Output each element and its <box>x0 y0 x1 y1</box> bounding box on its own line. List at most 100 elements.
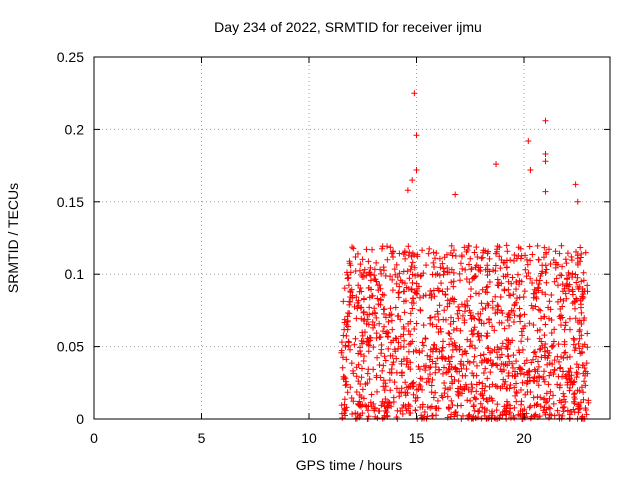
data-point <box>492 262 499 269</box>
data-point <box>568 253 575 260</box>
data-point <box>393 355 400 362</box>
data-point <box>485 415 492 422</box>
data-point <box>533 277 540 284</box>
data-point <box>390 254 397 261</box>
data-point <box>568 408 575 415</box>
data-point <box>357 261 364 268</box>
data-point <box>477 400 484 407</box>
data-point <box>514 271 521 278</box>
data-point <box>476 337 483 344</box>
data-point <box>470 326 477 333</box>
data-point <box>439 260 446 267</box>
data-point <box>536 335 543 342</box>
data-point <box>543 406 550 413</box>
data-point <box>486 255 493 262</box>
data-point <box>510 352 517 359</box>
data-point <box>550 400 557 407</box>
data-point <box>510 291 517 298</box>
data-point <box>508 280 515 287</box>
data-point <box>361 329 368 336</box>
data-point <box>369 292 376 299</box>
data-point <box>506 322 513 329</box>
data-point <box>342 343 349 350</box>
data-point <box>344 318 351 325</box>
data-point <box>543 250 550 257</box>
data-point <box>367 277 374 284</box>
data-point <box>388 311 395 318</box>
data-point <box>466 261 473 268</box>
data-point <box>385 345 392 352</box>
data-point <box>370 324 377 331</box>
data-point <box>342 382 349 389</box>
data-point <box>511 312 518 319</box>
data-point <box>476 379 483 386</box>
data-point <box>497 354 504 361</box>
data-point <box>345 282 352 289</box>
data-point <box>394 274 401 281</box>
data-point <box>428 382 435 389</box>
data-point <box>551 367 558 374</box>
data-point <box>573 374 580 381</box>
data-point <box>454 402 461 409</box>
data-point <box>564 250 571 257</box>
data-point <box>360 308 367 315</box>
data-point <box>356 267 363 274</box>
data-point <box>436 348 443 355</box>
data-point <box>377 266 384 273</box>
data-point <box>442 291 449 298</box>
data-point <box>574 387 581 394</box>
data-point <box>341 319 348 326</box>
data-point <box>555 341 562 348</box>
data-point <box>399 411 406 418</box>
data-point <box>572 315 579 322</box>
data-point <box>422 367 429 374</box>
data-point <box>348 286 355 293</box>
data-point <box>477 352 484 359</box>
data-point <box>530 294 537 301</box>
data-point <box>519 407 526 414</box>
data-point <box>440 364 447 371</box>
data-point <box>462 303 469 310</box>
data-point <box>475 408 482 415</box>
data-point <box>517 245 524 252</box>
data-point <box>516 349 523 356</box>
data-point <box>455 378 462 385</box>
data-point <box>384 333 391 340</box>
data-point <box>556 250 563 257</box>
data-point <box>382 314 389 321</box>
data-point <box>417 383 424 390</box>
data-point <box>478 359 485 366</box>
data-point <box>376 320 383 327</box>
data-point <box>407 331 414 338</box>
data-point <box>486 317 493 324</box>
data-point <box>542 158 549 165</box>
data-point <box>354 299 361 306</box>
data-point <box>522 252 529 259</box>
data-point <box>363 272 370 279</box>
data-point <box>528 359 535 366</box>
data-point <box>517 365 524 372</box>
data-point <box>518 278 525 285</box>
data-point <box>535 382 542 389</box>
data-point <box>342 407 349 414</box>
data-point <box>427 364 434 371</box>
data-point <box>557 305 564 312</box>
data-point <box>471 324 478 331</box>
data-point <box>465 415 472 422</box>
data-point <box>342 375 349 382</box>
data-point <box>407 266 414 273</box>
data-point <box>547 405 554 412</box>
data-point <box>566 315 573 322</box>
data-point <box>503 411 510 418</box>
data-point <box>385 318 392 325</box>
data-point <box>450 298 457 305</box>
data-point <box>455 389 462 396</box>
data-point <box>448 363 455 370</box>
data-point <box>468 315 475 322</box>
data-point <box>380 377 387 384</box>
data-point <box>541 313 548 320</box>
data-point <box>341 396 348 403</box>
data-point <box>401 280 408 287</box>
data-point <box>388 317 395 324</box>
data-point <box>516 281 523 288</box>
